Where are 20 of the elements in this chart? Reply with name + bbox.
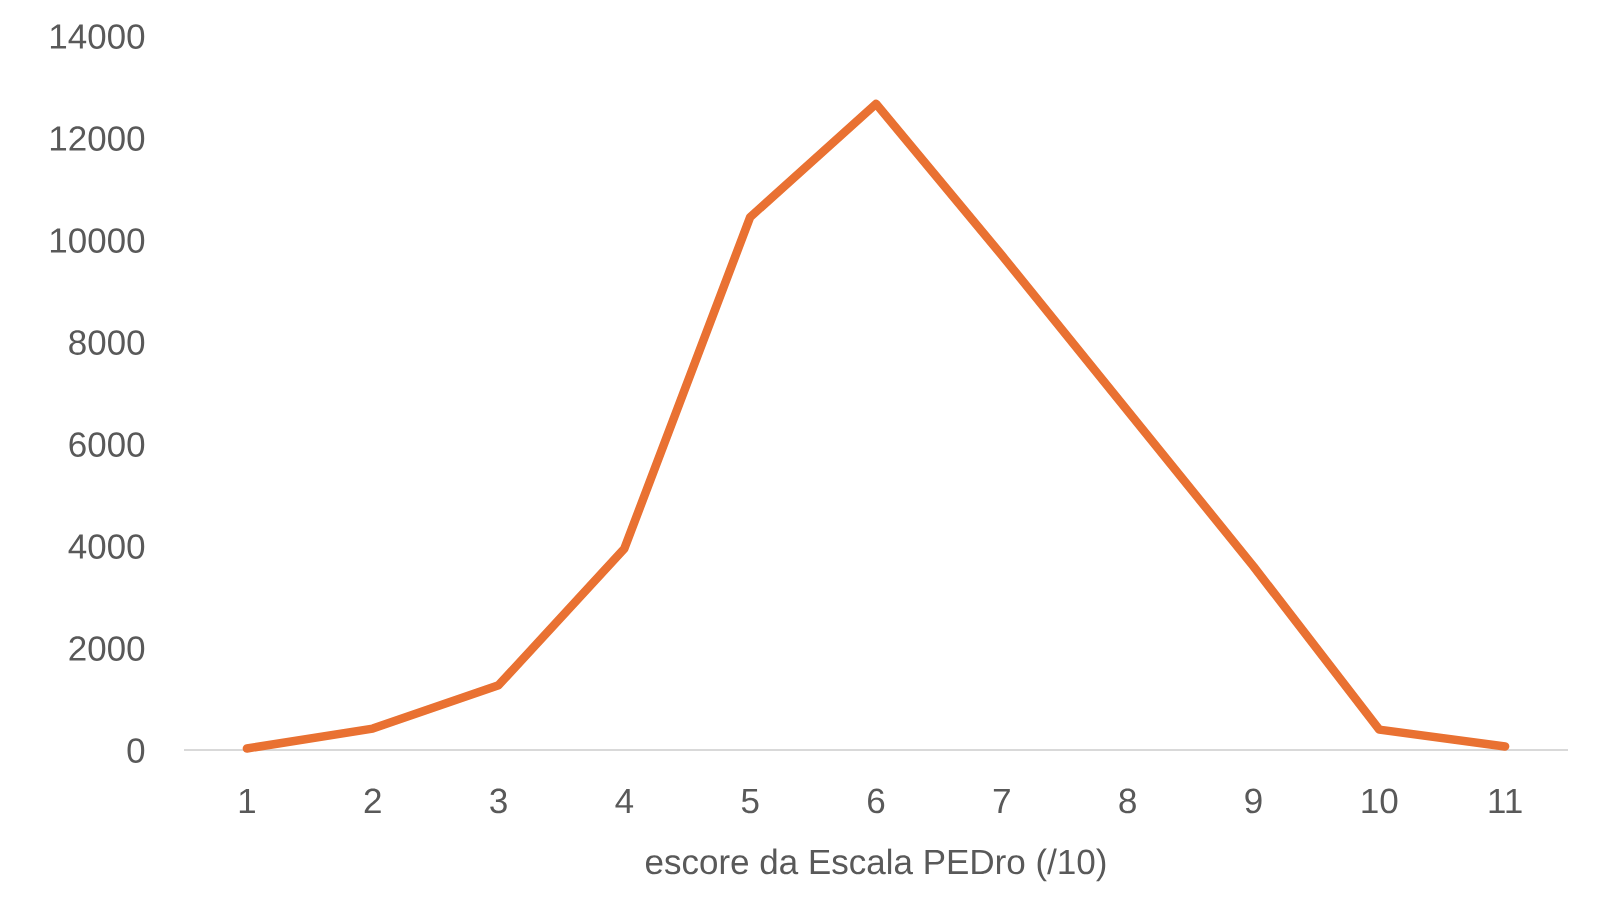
y-tick-label: 4000: [68, 534, 145, 559]
x-tick-label: 9: [1245, 788, 1262, 814]
y-tick-label: 12000: [50, 126, 145, 151]
y-tick-label: 8000: [69, 330, 145, 355]
x-tick-label: 3: [490, 788, 507, 814]
x-tick-label: 1: [239, 788, 255, 813]
x-tick-label: 2: [364, 788, 381, 813]
x-tick-label: 6: [868, 788, 885, 814]
y-tick-label: 14000: [50, 24, 145, 49]
x-tick-label: 5: [741, 788, 759, 814]
y-tick-label: 6000: [69, 432, 145, 457]
x-tick-label: 11: [1489, 788, 1522, 813]
x-axis-title: escore da Escala PEDro (/10): [645, 848, 1106, 882]
y-tick-label: 2000: [69, 636, 145, 661]
y-tick-label: 0: [127, 738, 145, 763]
x-tick-label: 10: [1362, 788, 1398, 814]
x-tick-label: 8: [1119, 788, 1136, 814]
y-tick-label: 10000: [50, 228, 145, 253]
x-tick-label: 7: [993, 788, 1010, 813]
x-tick-label: 4: [615, 788, 634, 813]
